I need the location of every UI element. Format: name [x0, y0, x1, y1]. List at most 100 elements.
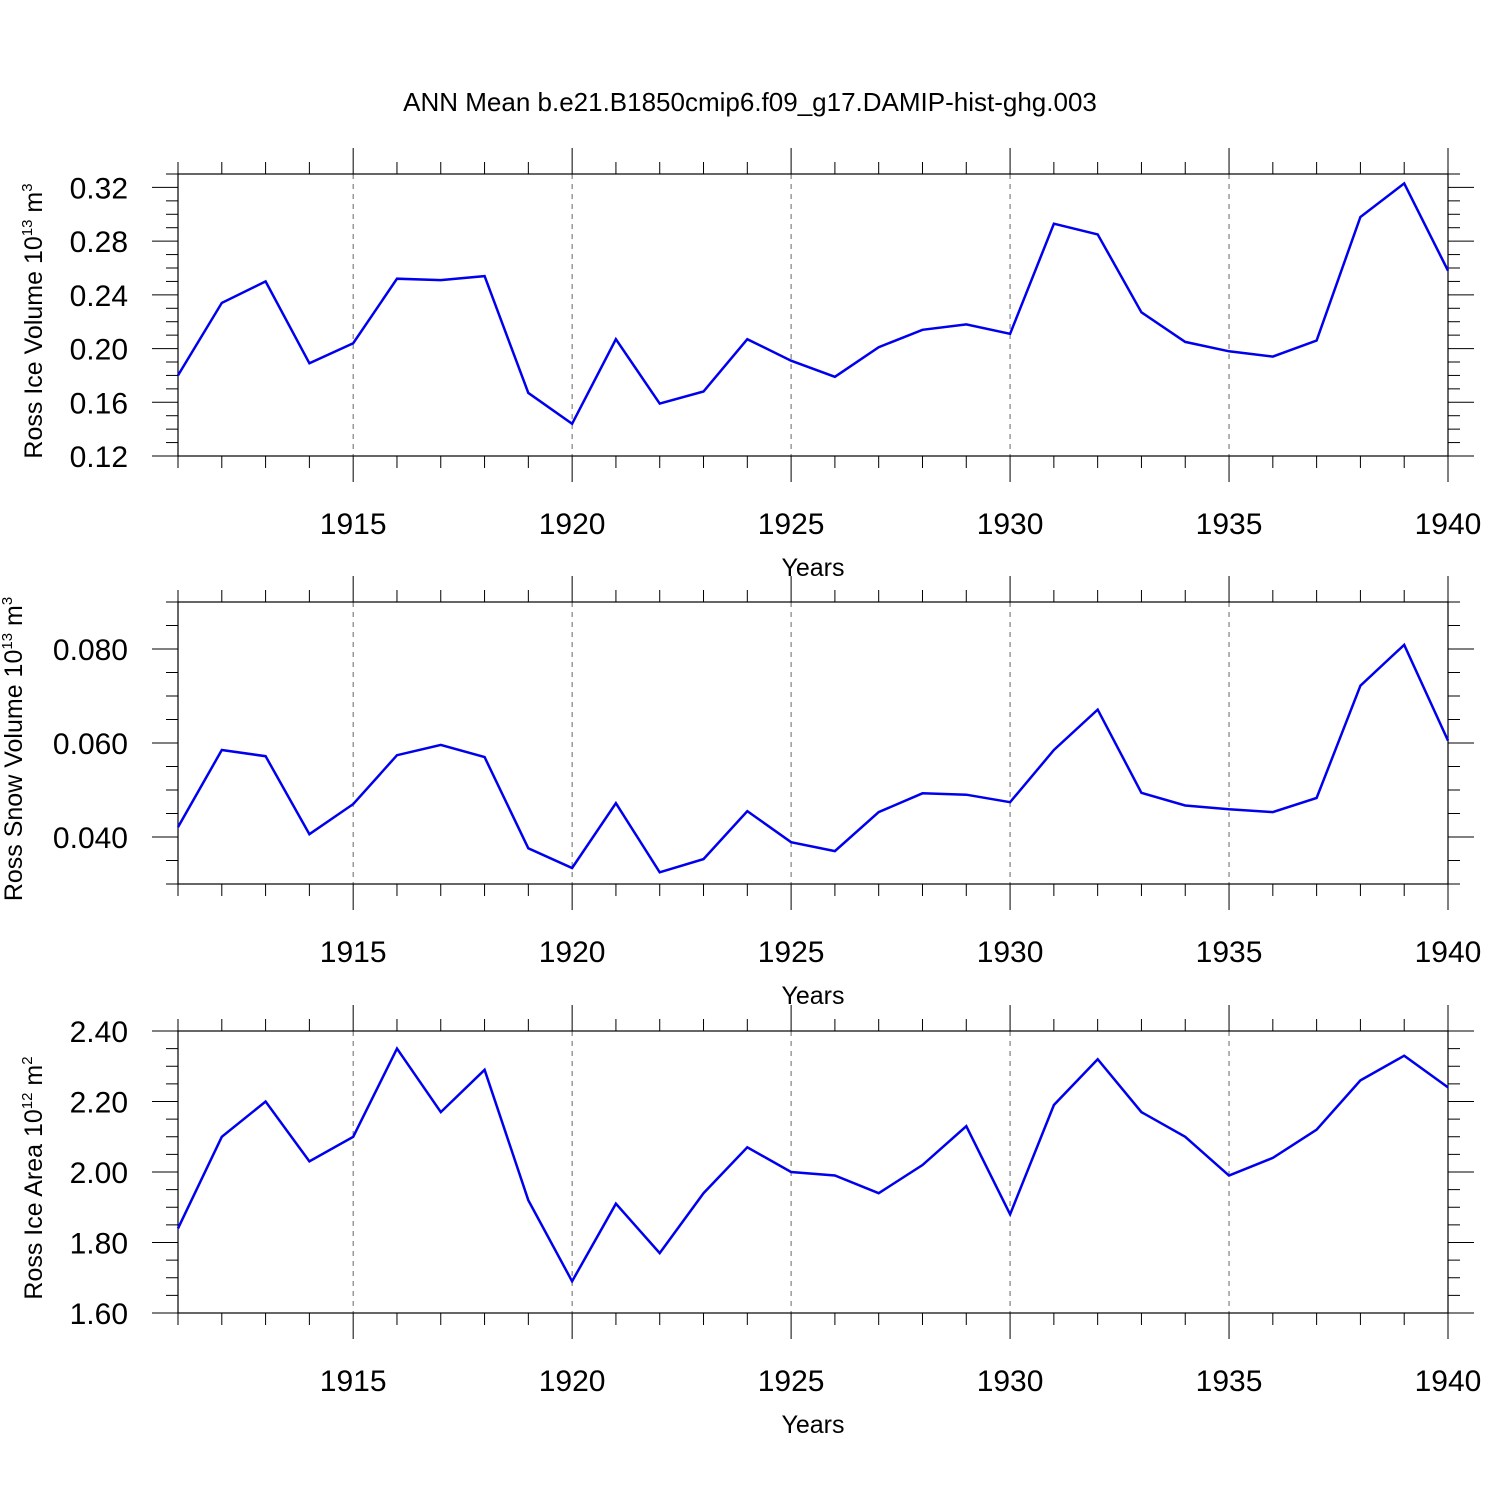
- plot-frame: [177, 1030, 1449, 1314]
- data-point: [1447, 270, 1449, 272]
- data-point: [746, 338, 748, 340]
- x-tick-label: 1920: [539, 1365, 606, 1398]
- data-point: [177, 1227, 179, 1229]
- x-tick-label: 1940: [1415, 936, 1482, 969]
- data-point: [1272, 356, 1274, 358]
- data-point: [265, 280, 267, 282]
- data-point: [1097, 233, 1099, 235]
- data-point: [527, 1199, 529, 1201]
- data-point: [965, 323, 967, 325]
- data-point: [1359, 216, 1361, 218]
- data-point: [440, 1111, 442, 1113]
- data-point: [396, 278, 398, 280]
- y-tick-label: 0.040: [53, 822, 128, 855]
- data-point: [1184, 805, 1186, 807]
- data-point: [921, 329, 923, 331]
- x-tick-label: 1915: [320, 936, 387, 969]
- data-point: [1009, 801, 1011, 803]
- data-point: [1097, 709, 1099, 711]
- data-point: [1009, 1213, 1011, 1215]
- data-point: [615, 1203, 617, 1205]
- data-point: [1403, 1055, 1405, 1057]
- data-point: [703, 391, 705, 393]
- data-point: [1359, 1079, 1361, 1081]
- data-point: [834, 1175, 836, 1177]
- data-point: [1140, 311, 1142, 313]
- data-point: [1272, 1157, 1274, 1159]
- x-tick-label: 1930: [977, 1365, 1044, 1398]
- y-tick-label: 1.80: [70, 1228, 128, 1261]
- data-point: [1053, 223, 1055, 225]
- data-point: [1272, 811, 1274, 813]
- y-tick-label: 2.20: [70, 1087, 128, 1120]
- data-point: [1316, 340, 1318, 342]
- panels: 0.12 0.16 0.20 0.24 0.28 0.32 1915 1920 1925 1930…: [0, 148, 1481, 1439]
- y-tick-label: 0.20: [70, 334, 128, 367]
- y-axis-label: Ross Ice Volume 1013 m3: [19, 183, 48, 458]
- data-point: [396, 754, 398, 756]
- data-point: [615, 338, 617, 340]
- data-point: [1447, 1086, 1449, 1088]
- x-tick-label: 1935: [1196, 1365, 1263, 1398]
- data-point: [659, 1252, 661, 1254]
- data-point: [265, 1101, 267, 1103]
- x-tick-label: 1925: [758, 1365, 825, 1398]
- data-point: [484, 275, 486, 277]
- data-point: [1403, 644, 1405, 646]
- x-tick-label: 1940: [1415, 1365, 1482, 1398]
- y-tick-label: 2.40: [70, 1016, 128, 1049]
- x-axis-label: Years: [781, 554, 844, 582]
- data-point: [571, 423, 573, 425]
- y-tick-label: 0.12: [70, 441, 128, 474]
- data-point: [352, 803, 354, 805]
- y-tick-label: 0.080: [53, 634, 128, 667]
- y-axis-label: Ross Ice Area 1012 m2: [19, 1056, 48, 1299]
- data-point: [308, 1160, 310, 1162]
- data-point: [177, 826, 179, 828]
- data-point: [1316, 797, 1318, 799]
- data-point: [790, 1171, 792, 1173]
- data-point: [921, 1164, 923, 1166]
- data-point: [440, 744, 442, 746]
- data-point: [878, 1192, 880, 1194]
- y-tick-label: 0.060: [53, 728, 128, 761]
- x-tick-label: 1920: [539, 508, 606, 541]
- data-point: [221, 1136, 223, 1138]
- data-point: [1228, 1175, 1230, 1177]
- y-tick-label: 0.16: [70, 387, 128, 420]
- data-point: [571, 1280, 573, 1282]
- y-tick-label: 0.28: [70, 226, 128, 259]
- x-axis-label: Years: [781, 1411, 844, 1439]
- data-point: [1053, 749, 1055, 751]
- plot-frame: [177, 173, 1449, 457]
- data-point: [1009, 333, 1011, 335]
- data-point: [834, 850, 836, 852]
- data-point: [221, 749, 223, 751]
- x-tick-label: 1930: [977, 936, 1044, 969]
- data-point: [1228, 808, 1230, 810]
- data-point: [352, 1136, 354, 1138]
- data-point: [878, 346, 880, 348]
- data-point: [1140, 1111, 1142, 1113]
- data-point: [396, 1048, 398, 1050]
- data-point: [659, 871, 661, 873]
- data-point: [659, 403, 661, 405]
- data-point: [571, 867, 573, 869]
- x-tick-label: 1915: [320, 1365, 387, 1398]
- y-tick-label: 0.32: [70, 172, 128, 205]
- x-tick-label: 1935: [1196, 936, 1263, 969]
- y-tick-label: 2.00: [70, 1157, 128, 1190]
- data-point: [703, 858, 705, 860]
- data-point: [308, 362, 310, 364]
- x-axis-label: Years: [781, 982, 844, 1010]
- data-point: [965, 794, 967, 796]
- data-point: [1184, 1136, 1186, 1138]
- data-point: [1184, 341, 1186, 343]
- figure-title: ANN Mean b.e21.B1850cmip6.f09_g17.DAMIP-…: [403, 87, 1097, 117]
- series-line-1: [176, 642, 1450, 874]
- data-point: [965, 1125, 967, 1127]
- x-tick-label: 1935: [1196, 508, 1263, 541]
- data-point: [527, 847, 529, 849]
- x-tick-label: 1925: [758, 508, 825, 541]
